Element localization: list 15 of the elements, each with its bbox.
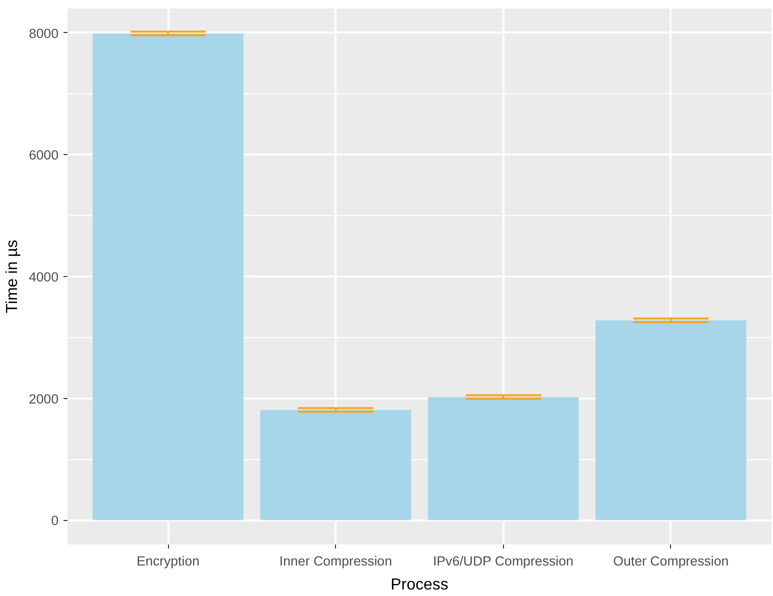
y-tick-label: 0: [51, 513, 59, 528]
y-tick-label: 8000: [28, 26, 59, 41]
x-tick-label: Outer Compression: [613, 554, 729, 568]
x-tick-label: Encryption: [136, 554, 200, 568]
bar: [596, 320, 746, 520]
x-axis-title: Process: [390, 576, 448, 594]
bar: [260, 410, 412, 520]
x-tick-label: IPv6/UDP Compression: [432, 554, 574, 568]
y-axis-title: Time in µs: [4, 240, 21, 314]
y-tick-label: 2000: [28, 391, 59, 406]
bar: [428, 397, 579, 520]
x-tick-label: Inner Compression: [279, 554, 392, 568]
y-tick-label: 4000: [28, 270, 59, 284]
y-tick-label: 6000: [28, 148, 59, 163]
bar: [92, 33, 244, 520]
